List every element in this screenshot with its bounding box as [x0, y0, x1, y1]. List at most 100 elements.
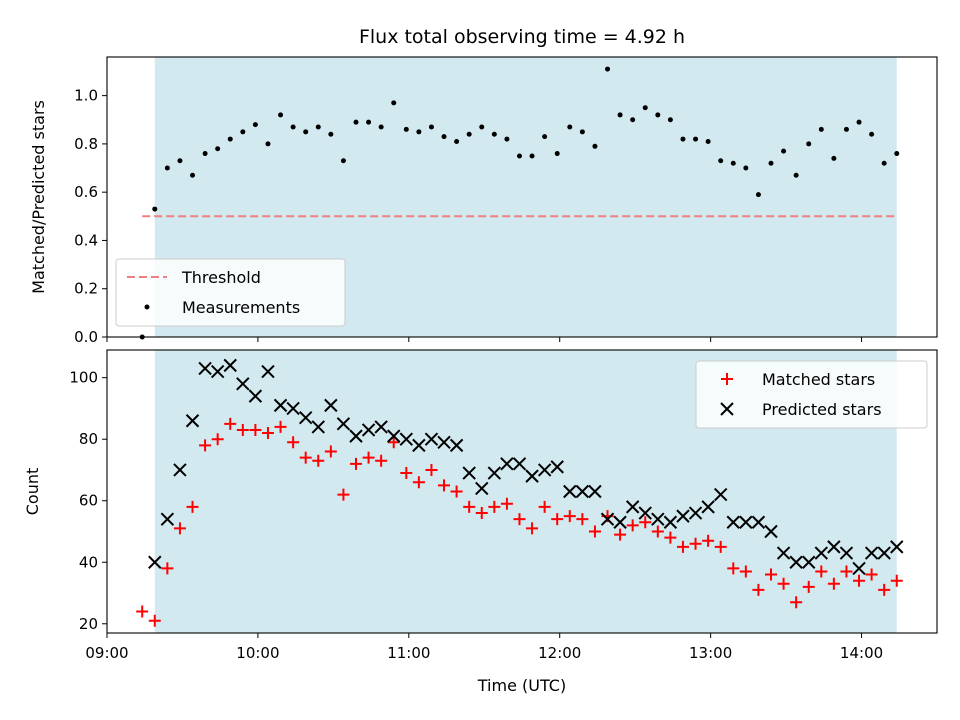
- measurement-point: [567, 124, 573, 130]
- matched-star-point: [878, 583, 891, 596]
- predicted-legend-label: Predicted stars: [762, 400, 882, 419]
- matched-star-point: [199, 439, 212, 452]
- predicted-star-point: [638, 506, 652, 520]
- ratio-y-label: Matched/Predicted stars: [29, 100, 48, 294]
- ratio-y-tick-label: 1.0: [74, 87, 98, 105]
- measurement-point: [378, 124, 384, 130]
- predicted-star-point: [713, 487, 728, 502]
- threshold-legend-label: Threshold: [181, 268, 261, 287]
- predicted-star-point: [437, 435, 451, 449]
- measurement-point: [466, 131, 472, 137]
- matched-star-point: [739, 565, 752, 578]
- matched-star-point: [475, 507, 488, 520]
- measurement-point: [366, 119, 372, 125]
- matched-star-point: [714, 540, 727, 553]
- measurement-point: [479, 124, 485, 130]
- count-x-tick-label: 11:00: [387, 644, 430, 662]
- matched-star-point: [438, 479, 451, 492]
- predicted-star-point: [525, 469, 539, 483]
- matched-star-point: [173, 522, 186, 535]
- predicted-star-point: [864, 546, 879, 560]
- matched-star-point: [274, 420, 287, 433]
- measurement-point: [227, 136, 233, 142]
- matched-star-point: [299, 451, 312, 464]
- count-y-tick-label: 100: [69, 369, 98, 387]
- matched-star-point: [450, 485, 463, 498]
- measurement-point: [252, 122, 258, 128]
- matched-star-point: [249, 423, 262, 436]
- measurement-point: [441, 134, 447, 140]
- matched-star-point: [727, 562, 740, 575]
- predicted-star-point: [776, 546, 791, 560]
- measurement-point: [781, 148, 787, 154]
- predicted-star-point: [500, 457, 514, 471]
- matched-star-point: [425, 463, 438, 476]
- matched-star-point: [689, 537, 702, 550]
- predicted-star-point: [148, 555, 162, 569]
- predicted-star-point: [688, 506, 703, 520]
- predicted-star-point: [173, 463, 187, 477]
- measurements-legend-label: Measurements: [182, 298, 300, 317]
- predicted-star-point: [462, 466, 476, 480]
- matched-star-point: [500, 497, 513, 510]
- predicted-star-point: [311, 420, 325, 434]
- matched-star-point: [865, 568, 878, 581]
- count-panel-frame: [106, 349, 938, 634]
- measurement-point: [579, 129, 585, 135]
- measurement-point: [693, 136, 699, 142]
- matched-star-point: [853, 574, 866, 587]
- predicted-star-point: [349, 429, 363, 443]
- measurement-point: [215, 146, 221, 152]
- count-legend: Matched stars Predicted stars: [695, 360, 928, 429]
- matched-star-point: [488, 500, 501, 513]
- predicted-star-point: [827, 540, 841, 554]
- matched-legend-label: Matched stars: [762, 370, 875, 389]
- measurement-point: [391, 100, 397, 106]
- measurement-point: [202, 151, 208, 157]
- matched-star-point: [526, 522, 539, 535]
- predicted-star-point: [852, 561, 866, 576]
- measurement-point: [705, 138, 711, 144]
- matched-star-point: [827, 577, 840, 590]
- matched-star-point: [815, 565, 828, 578]
- measurement-point: [454, 138, 460, 144]
- measurement-point: [290, 124, 296, 130]
- predicted-star-point: [550, 460, 564, 474]
- count-y-tick-label: 60: [79, 492, 98, 510]
- matched-star-point: [211, 433, 224, 446]
- predicted-star-point: [814, 546, 829, 560]
- matched-star-point: [463, 500, 476, 513]
- predicted-star-point: [424, 432, 439, 446]
- predicted-star-point: [387, 429, 401, 443]
- matched-star-point: [576, 513, 589, 526]
- matched-star-point: [840, 565, 853, 578]
- predicted-star-point: [286, 401, 300, 416]
- predicted-star-point: [890, 540, 904, 554]
- predicted-star-point: [248, 389, 263, 403]
- measurement-point: [265, 141, 271, 147]
- measurement-point: [328, 131, 334, 137]
- measurement-point: [818, 126, 824, 132]
- matched-stars-points: [136, 417, 903, 627]
- matched-star-point: [765, 568, 777, 581]
- matched-star-point: [614, 528, 627, 541]
- measurement-point: [667, 117, 673, 123]
- predicted-star-point: [374, 420, 388, 434]
- matched-star-point: [513, 513, 526, 526]
- measurement-point: [630, 117, 636, 123]
- matched-star-point: [387, 436, 400, 449]
- predicted-star-point: [651, 512, 665, 526]
- predicted-star-point: [537, 463, 552, 477]
- predicted-star-point: [399, 432, 414, 446]
- predicted-star-point: [625, 500, 640, 514]
- matched-star-point: [362, 451, 375, 464]
- matched-star-point: [161, 562, 174, 575]
- predicted-star-point: [512, 457, 527, 471]
- measurement-point: [303, 129, 309, 135]
- ratio-y-tick-label: 0.6: [74, 183, 98, 201]
- measurement-point: [529, 153, 535, 159]
- predicted-star-point: [298, 410, 313, 425]
- measurement-point: [416, 129, 422, 135]
- matched-star-point: [890, 574, 903, 587]
